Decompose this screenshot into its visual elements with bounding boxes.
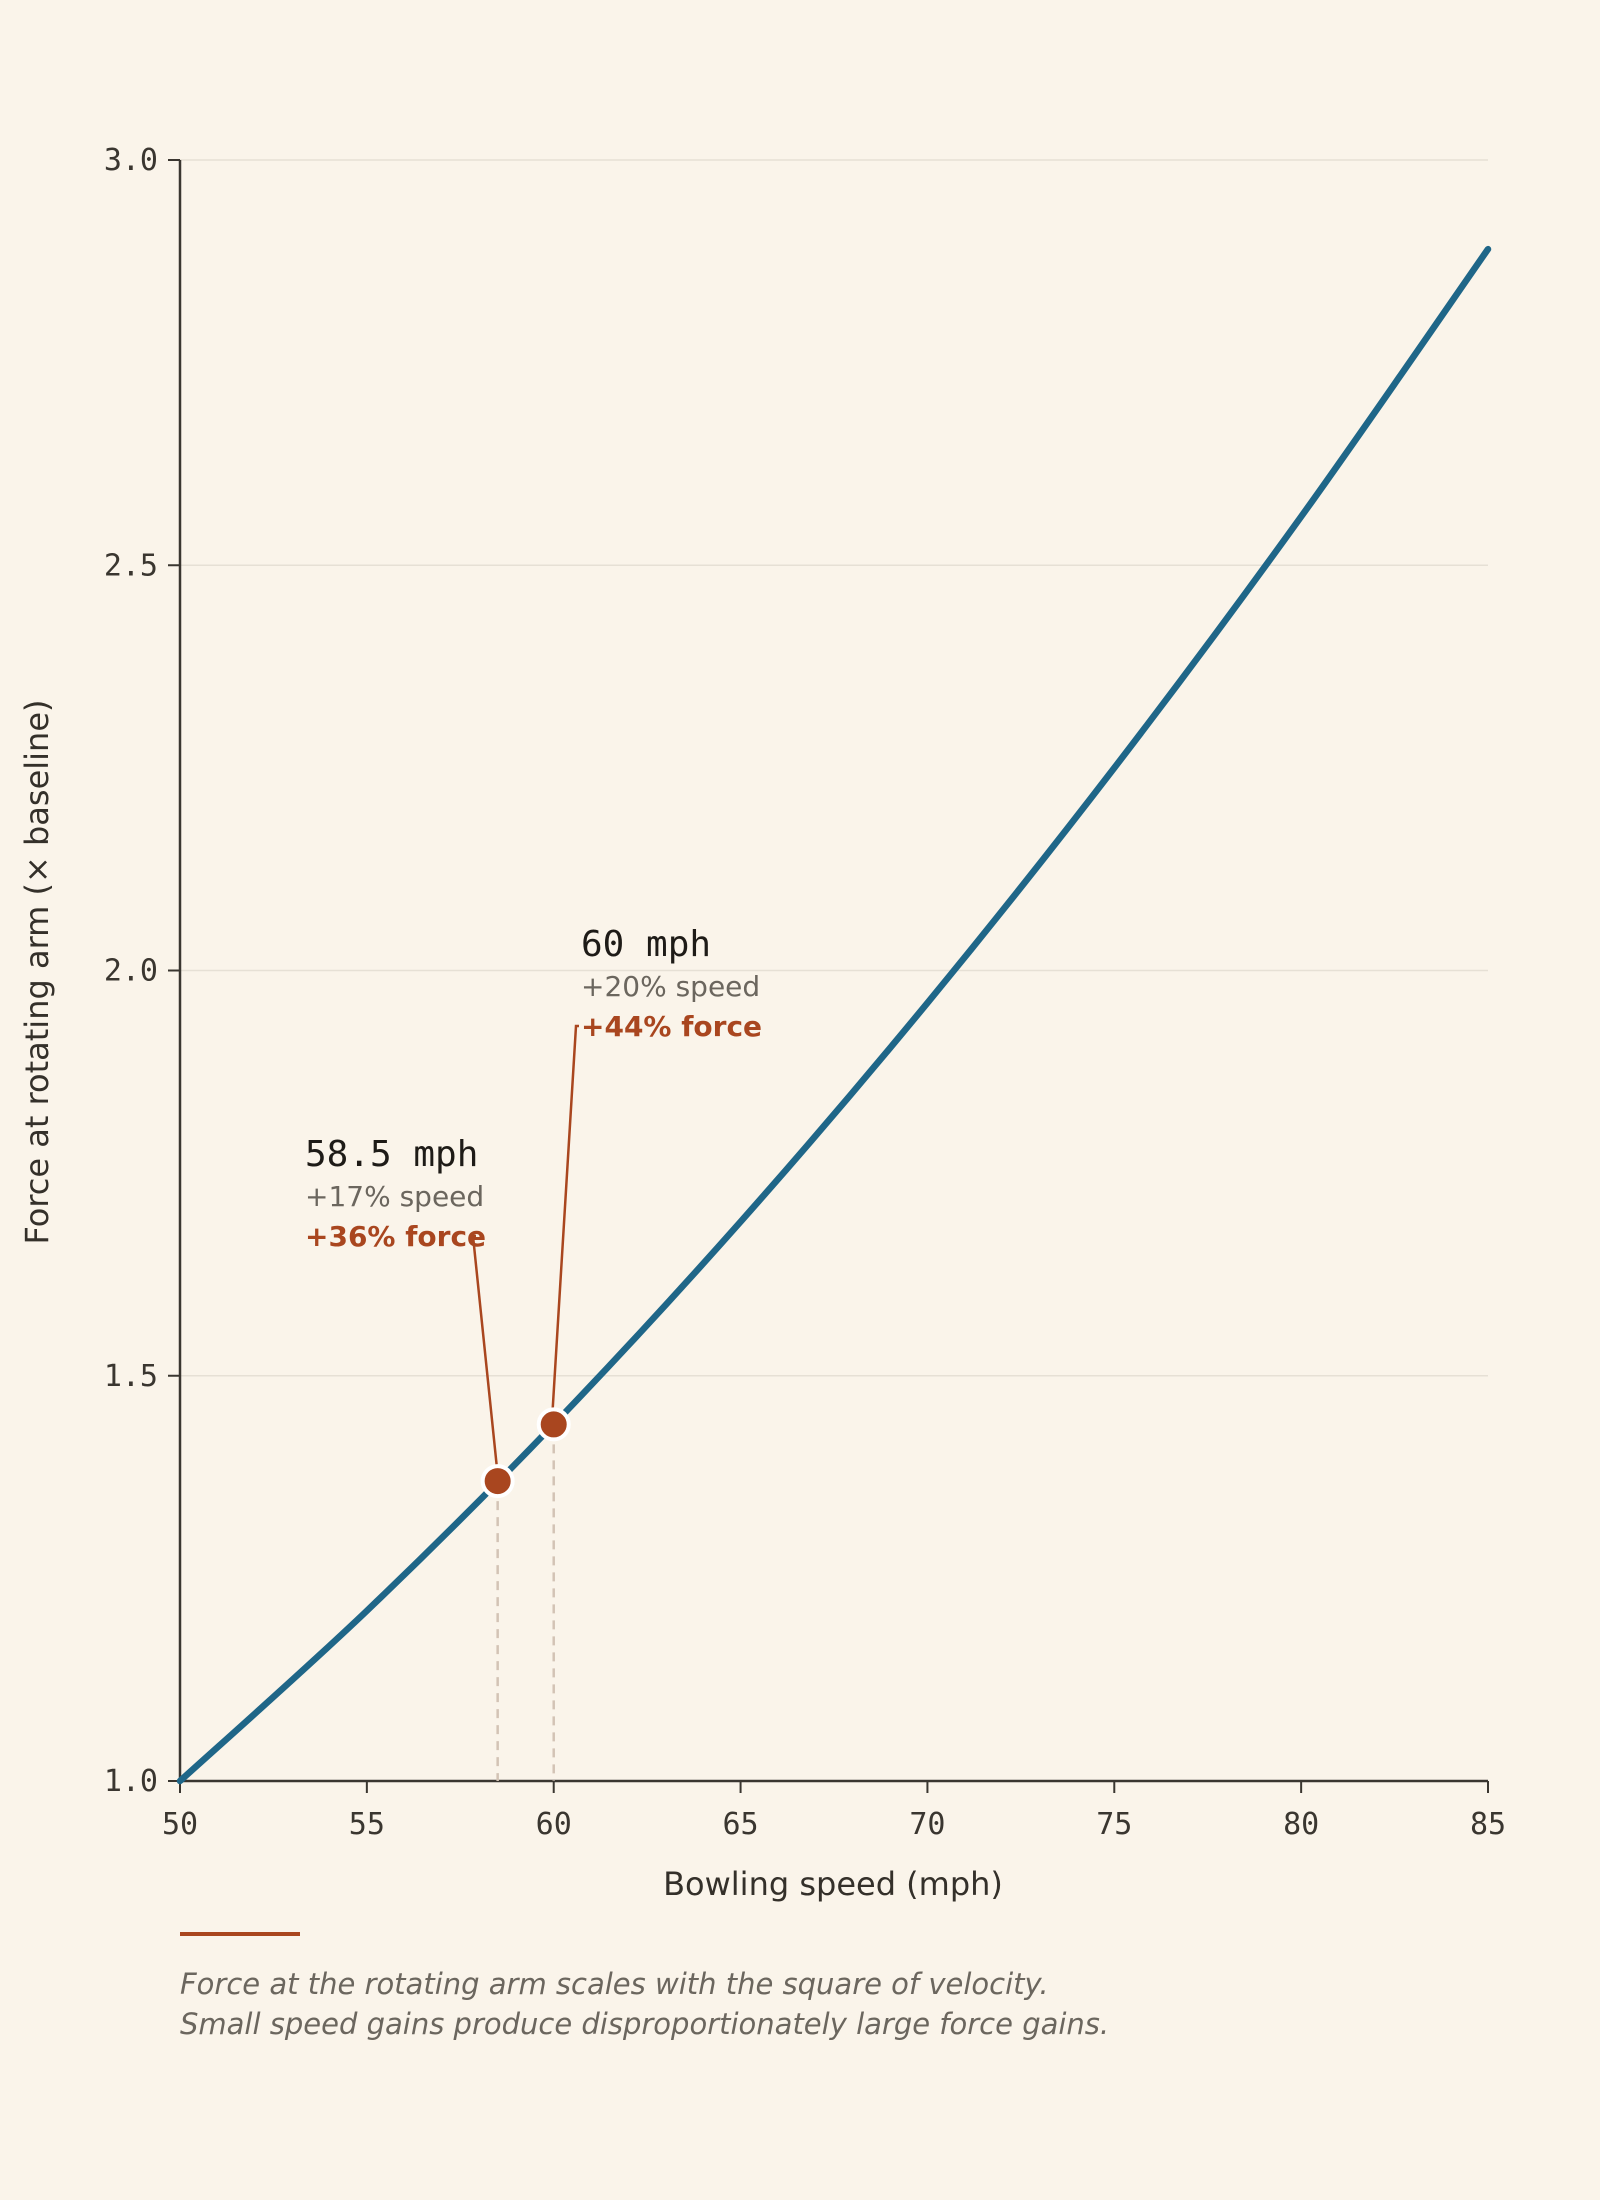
y-tick-label-2.5: 2.5 xyxy=(104,548,158,583)
y-tick-label-2.0: 2.0 xyxy=(104,954,158,989)
x-tick-label-65: 65 xyxy=(723,1807,759,1842)
caption-line-2: Small speed gains produce disproportiona… xyxy=(180,2007,1109,2041)
caption-line-1: Force at the rotating arm scales with th… xyxy=(180,1967,1049,2001)
y-tick-label-3.0: 3.0 xyxy=(104,143,158,178)
x-tick-label-70: 70 xyxy=(909,1807,945,1842)
x-tick-label-55: 55 xyxy=(349,1807,385,1842)
y-tick-label-1.0: 1.0 xyxy=(104,1764,158,1799)
series-layer xyxy=(176,245,1492,1785)
series-line-0 xyxy=(176,245,1492,1785)
data-point-0 xyxy=(480,1464,515,1499)
x-tick-label-85: 85 xyxy=(1470,1807,1506,1842)
annotation-speed-pct-1: +20% speed xyxy=(581,970,760,1003)
annotations-layer: 58.5 mph +17% speed +36% force 60 mph +20% s… xyxy=(305,924,762,1499)
x-tick-label-50: 50 xyxy=(162,1807,198,1842)
annotation-speed-pct-0: +17% speed xyxy=(305,1180,484,1213)
annotation-force-pct-0: +36% force xyxy=(305,1220,486,1253)
x-tick-label-75: 75 xyxy=(1096,1807,1132,1842)
data-point-1 xyxy=(536,1407,571,1442)
leader-line-0 xyxy=(471,1234,498,1466)
x-tick-label-60: 60 xyxy=(536,1807,572,1842)
annotation-force-pct-1: +44% force xyxy=(581,1010,762,1043)
y-axis-title: Force at rotating arm (× baseline) xyxy=(18,700,56,1245)
x-tick-label-80: 80 xyxy=(1283,1807,1319,1842)
y-axis-ticks: 1.0 1.5 2.0 2.5 3.0 xyxy=(104,143,180,1799)
grid-lines xyxy=(180,159,1488,1377)
leader-line-1 xyxy=(551,1024,579,1409)
x-axis-title: Bowling speed (mph) xyxy=(663,1865,1003,1903)
x-axis-ticks: 50 55 60 65 70 75 80 85 xyxy=(162,1781,1506,1842)
annotation-speed-1: 60 mph xyxy=(581,924,711,965)
annotation-speed-0: 58.5 mph xyxy=(305,1134,478,1175)
y-tick-label-1.5: 1.5 xyxy=(104,1359,158,1394)
